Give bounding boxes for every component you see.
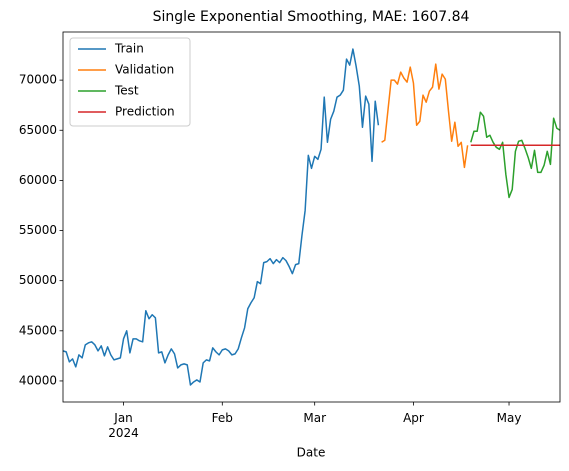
y-tick-label: 50000 [19, 273, 57, 287]
series-line [62, 48, 380, 386]
x-tick-label: Mar [303, 411, 326, 425]
plot-frame [62, 31, 561, 403]
legend-label: Validation [115, 63, 174, 77]
legend: Train Validation Test Prediction [69, 37, 191, 127]
legend-box [69, 37, 191, 127]
series-line [381, 63, 469, 169]
y-tick-label: 40000 [19, 373, 57, 387]
x-tick-label: Feb [212, 411, 233, 425]
legend-label: Test [114, 84, 139, 98]
y-tick-label: 55000 [19, 223, 57, 237]
y-tick-label: 65000 [19, 123, 57, 137]
chart-title: Single Exponential Smoothing, MAE: 1607.… [153, 9, 470, 25]
x-tick-label: Jan 2024 [108, 411, 139, 440]
legend-label: Train [114, 42, 144, 56]
series-line [470, 111, 561, 199]
y-tick-label: 45000 [19, 323, 57, 337]
x-tick-label: May [497, 411, 522, 425]
y-tick-label: 70000 [19, 73, 57, 87]
legend-label: Prediction [115, 105, 175, 119]
y-tick-label: 60000 [19, 173, 57, 187]
x-axis-label: Date [297, 446, 326, 460]
x-tick-label: Apr [403, 411, 424, 425]
